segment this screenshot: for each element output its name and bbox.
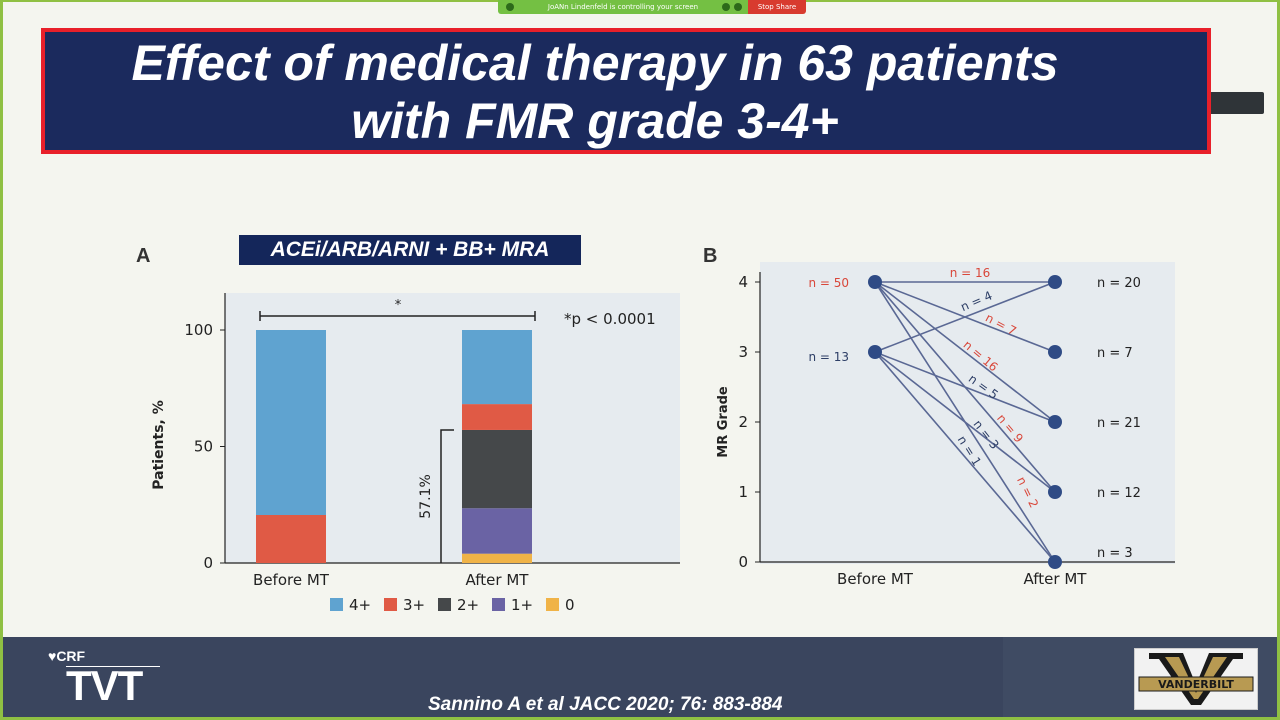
y-tick-label: 0 [738, 553, 748, 571]
therapy-subtitle: ACEi/ARB/ARNI + BB+ MRA [239, 235, 581, 265]
slide-title-line1: Effect of medical therapy in 63 patients [131, 35, 1059, 91]
shield-icon[interactable] [734, 3, 742, 11]
panel-label-a: A [136, 245, 151, 267]
x-tick-label: After MT [1024, 570, 1088, 588]
stop-share-button[interactable]: Stop Share [748, 0, 806, 14]
legend-swatch [384, 598, 397, 611]
after-point [1048, 485, 1062, 499]
transition-line [874, 281, 1056, 353]
x-tick-label: Before MT [837, 570, 914, 588]
bar-segment-4plus [256, 330, 326, 516]
legend-label: 3+ [403, 596, 425, 614]
after-count-label: n = 7 [1097, 346, 1133, 361]
after-point [1048, 345, 1062, 359]
slide-title: Effect of medical therapy in 63 patients… [45, 34, 1145, 150]
legend-swatch [492, 598, 505, 611]
after-point [1048, 415, 1062, 429]
citation: Sannino A et al JACC 2020; 76: 883-884 [428, 694, 783, 715]
before-point [868, 275, 882, 289]
logo-divider [66, 666, 160, 667]
transition-line [874, 281, 1056, 423]
legend-label: 2+ [457, 596, 479, 614]
slide-title-line2: with FMR grade 3-4+ [351, 93, 839, 149]
screen-control-bar: JoANn Lindenfeld is controlling your scr… [498, 0, 748, 14]
bar-segment-2plus [462, 429, 532, 509]
legend-label: 0 [565, 596, 575, 614]
y-tick-label: 3 [738, 343, 748, 361]
panel-label-b: B [703, 245, 718, 267]
crf-logo: ♥CRF [48, 648, 86, 664]
y-axis-label: MR Grade [716, 386, 731, 458]
y-tick-label: 0 [203, 554, 213, 572]
vanderbilt-v-icon: VANDERBILT [1138, 653, 1254, 705]
y-tick-label: 50 [194, 438, 213, 456]
transition-line [874, 281, 1056, 563]
after-count-label: n = 12 [1097, 486, 1141, 501]
bar-segment-3plus [462, 404, 532, 430]
after-count-label: n = 3 [1097, 546, 1133, 561]
y-tick-label: 100 [184, 321, 213, 339]
transition-line [874, 281, 1056, 493]
legend-swatch [438, 598, 451, 611]
vanderbilt-logo: VANDERBILT [1134, 648, 1258, 710]
control-icon [506, 3, 514, 11]
bar-segment-4plus [462, 330, 532, 405]
plot-area [760, 262, 1175, 564]
y-axis-label: Patients, % [151, 400, 167, 490]
legend-swatch [546, 598, 559, 611]
before-point [868, 345, 882, 359]
percent-bracket-label: 57.1% [418, 474, 434, 518]
bar-segment-3plus [256, 515, 326, 563]
bar-segment-1plus [462, 508, 532, 554]
bar-segment-0 [462, 553, 532, 563]
legend-swatch [330, 598, 343, 611]
after-count-label: n = 21 [1097, 416, 1141, 431]
legend-label: 4+ [349, 596, 371, 614]
legend-label: 1+ [511, 596, 533, 614]
tvt-logo: TVT [66, 662, 143, 709]
x-tick-label: After MT [466, 571, 530, 589]
stacked-bar-chart: 0 50 100 Patients, % Before MT After MT * *p < … [151, 293, 680, 614]
before-count-label: n = 13 [808, 350, 849, 364]
significance-marker: * [395, 298, 402, 313]
after-point [1048, 555, 1062, 569]
after-point [1048, 275, 1062, 289]
y-tick-label: 2 [738, 413, 748, 431]
y-tick-label: 1 [738, 483, 748, 501]
y-tick-label: 4 [738, 273, 748, 291]
percent-bracket [440, 429, 454, 563]
transition-label: n = 16 [950, 266, 991, 280]
mic-icon[interactable] [722, 3, 730, 11]
p-value-label: *p < 0.0001 [564, 310, 656, 328]
x-tick-label: Before MT [253, 571, 330, 589]
before-count-label: n = 50 [808, 276, 849, 290]
vanderbilt-wordmark: VANDERBILT [1158, 678, 1234, 691]
heart-icon: ♥ [48, 648, 57, 664]
sharing-status-text: JoANn Lindenfeld is controlling your scr… [547, 3, 699, 11]
transition-line [874, 351, 1056, 563]
after-count-label: n = 20 [1097, 276, 1141, 291]
title-banner: Effect of medical therapy in 63 patients… [41, 28, 1211, 154]
